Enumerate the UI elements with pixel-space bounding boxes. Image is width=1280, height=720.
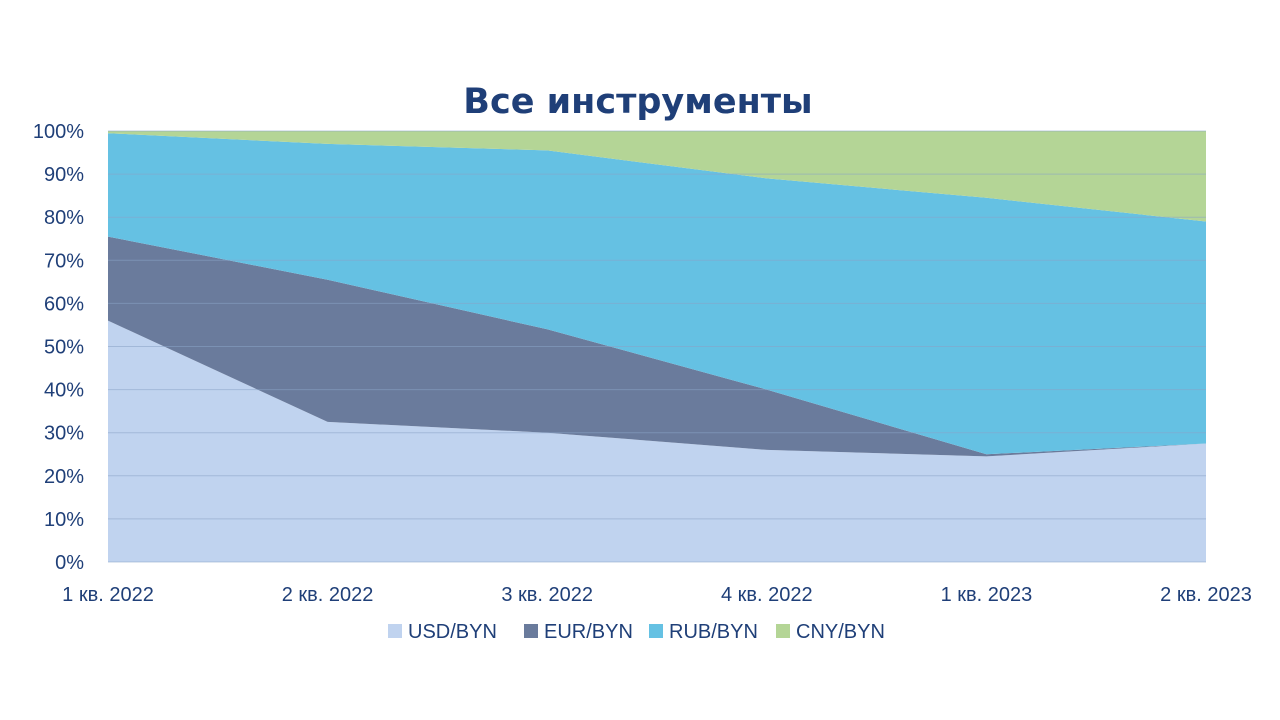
legend-item: USD/BYN — [388, 621, 497, 643]
y-tick-label: 100% — [33, 121, 84, 143]
area-cny-byn — [108, 131, 1206, 222]
legend-item: CNY/BYN — [776, 621, 885, 643]
gridlines — [108, 130, 1206, 563]
x-tick-label: 1 кв. 2022 — [62, 584, 154, 606]
legend-swatch — [776, 624, 790, 638]
y-axis: 0% 10% 20% 30% 40% 50% 60% 70% 80% 90% 100% — [33, 121, 84, 574]
y-tick-label: 0% — [55, 552, 84, 574]
legend: USD/BYN EUR/BYN RUB/BYN CNY/BYN — [388, 621, 885, 643]
y-tick-label: 80% — [44, 207, 84, 229]
y-tick-label: 40% — [44, 380, 84, 402]
x-tick-label: 1 кв. 2023 — [941, 584, 1033, 606]
legend-item: EUR/BYN — [524, 621, 633, 643]
chart-title: Все инструменты — [463, 82, 812, 122]
areas-layer — [108, 131, 1206, 562]
plot-area — [108, 130, 1206, 563]
x-tick-label: 2 кв. 2022 — [282, 584, 374, 606]
area-usd-byn — [108, 320, 1206, 562]
legend-item: RUB/BYN — [649, 621, 758, 643]
y-tick-label: 30% — [44, 423, 84, 445]
y-tick-label: 60% — [44, 293, 84, 315]
legend-label: USD/BYN — [408, 621, 497, 643]
legend-swatch — [524, 624, 538, 638]
y-tick-label: 50% — [44, 337, 84, 359]
legend-label: EUR/BYN — [544, 621, 633, 643]
x-tick-label: 2 кв. 2023 — [1160, 584, 1252, 606]
y-tick-label: 70% — [44, 250, 84, 272]
area-eur-byn — [108, 236, 1206, 457]
legend-label: CNY/BYN — [796, 621, 885, 643]
legend-swatch — [388, 624, 402, 638]
x-tick-label: 3 кв. 2022 — [501, 584, 593, 606]
y-tick-label: 20% — [44, 466, 84, 488]
y-tick-label: 10% — [44, 509, 84, 531]
x-tick-label: 4 кв. 2022 — [721, 584, 813, 606]
legend-label: RUB/BYN — [669, 621, 758, 643]
x-axis: 1 кв. 2022 2 кв. 2022 3 кв. 2022 4 кв. 2022… — [62, 584, 1252, 606]
area-rub-byn — [108, 133, 1206, 455]
y-tick-label: 90% — [44, 164, 84, 186]
legend-swatch — [649, 624, 663, 638]
